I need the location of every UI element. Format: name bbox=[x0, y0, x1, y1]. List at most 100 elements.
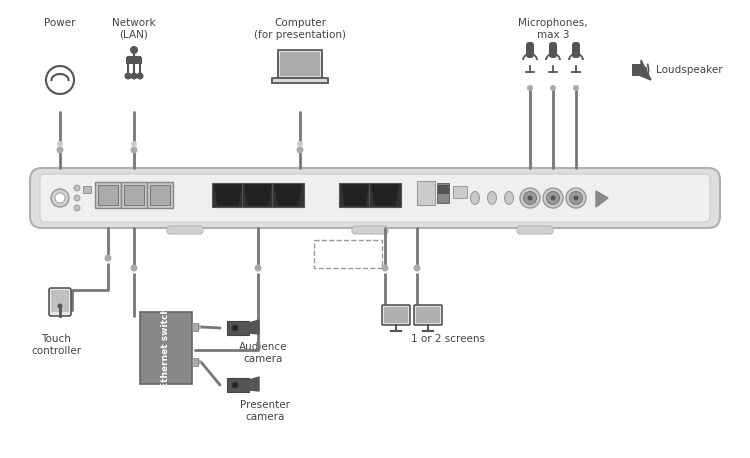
Circle shape bbox=[57, 141, 63, 147]
Bar bbox=[227, 378, 249, 392]
FancyBboxPatch shape bbox=[49, 288, 71, 316]
Bar bbox=[417, 181, 435, 205]
Polygon shape bbox=[372, 185, 398, 205]
Circle shape bbox=[51, 189, 69, 207]
Circle shape bbox=[382, 265, 388, 272]
Bar bbox=[51, 290, 69, 312]
Polygon shape bbox=[215, 185, 241, 205]
Text: Computer
(for presentation): Computer (for presentation) bbox=[254, 18, 346, 39]
Circle shape bbox=[130, 265, 137, 272]
FancyBboxPatch shape bbox=[352, 226, 388, 234]
Circle shape bbox=[550, 196, 556, 201]
Polygon shape bbox=[245, 185, 271, 205]
Bar bbox=[339, 183, 371, 207]
Bar bbox=[314, 240, 382, 268]
Bar bbox=[438, 185, 448, 193]
FancyBboxPatch shape bbox=[382, 305, 410, 325]
Polygon shape bbox=[641, 60, 651, 80]
Circle shape bbox=[233, 326, 237, 330]
Polygon shape bbox=[249, 377, 259, 391]
Circle shape bbox=[195, 324, 201, 330]
Circle shape bbox=[569, 191, 583, 205]
Bar bbox=[272, 183, 304, 207]
Text: Loudspeaker: Loudspeaker bbox=[656, 65, 723, 75]
Polygon shape bbox=[596, 191, 608, 207]
Text: Microphones,
max 3: Microphones, max 3 bbox=[518, 18, 588, 39]
FancyBboxPatch shape bbox=[167, 226, 203, 234]
Bar bbox=[83, 186, 91, 193]
Polygon shape bbox=[342, 185, 368, 205]
Text: Touch
controller: Touch controller bbox=[31, 334, 81, 355]
Bar bbox=[278, 50, 322, 78]
Bar bbox=[272, 78, 328, 83]
Bar bbox=[147, 182, 173, 208]
Circle shape bbox=[527, 85, 533, 91]
Circle shape bbox=[550, 85, 556, 91]
Circle shape bbox=[524, 191, 536, 205]
Text: Presenter
camera: Presenter camera bbox=[240, 400, 290, 422]
Circle shape bbox=[296, 147, 304, 153]
Bar bbox=[140, 312, 192, 384]
FancyBboxPatch shape bbox=[414, 305, 442, 325]
Circle shape bbox=[195, 359, 201, 365]
Bar bbox=[227, 321, 249, 335]
Circle shape bbox=[130, 46, 138, 54]
Text: Power: Power bbox=[44, 18, 76, 28]
Bar bbox=[124, 185, 144, 205]
Circle shape bbox=[74, 205, 80, 211]
FancyBboxPatch shape bbox=[30, 168, 720, 228]
Bar bbox=[192, 323, 198, 331]
Ellipse shape bbox=[505, 191, 514, 205]
Circle shape bbox=[131, 141, 137, 147]
Bar bbox=[384, 307, 408, 323]
Bar bbox=[192, 358, 198, 366]
Text: Network
(LAN): Network (LAN) bbox=[112, 18, 156, 39]
Bar bbox=[126, 57, 142, 64]
Bar bbox=[632, 64, 641, 76]
Polygon shape bbox=[249, 320, 259, 334]
Bar bbox=[95, 182, 121, 208]
Circle shape bbox=[56, 147, 64, 153]
Polygon shape bbox=[275, 185, 301, 205]
Circle shape bbox=[55, 193, 65, 203]
Circle shape bbox=[58, 304, 62, 309]
Circle shape bbox=[74, 185, 80, 191]
Bar bbox=[416, 307, 440, 323]
Circle shape bbox=[573, 85, 579, 91]
Circle shape bbox=[254, 265, 262, 272]
FancyBboxPatch shape bbox=[526, 42, 534, 58]
Ellipse shape bbox=[470, 191, 479, 205]
Circle shape bbox=[231, 381, 239, 389]
Bar bbox=[280, 52, 320, 76]
Circle shape bbox=[231, 324, 239, 332]
Bar bbox=[437, 183, 449, 203]
Text: 1 or 2 screens: 1 or 2 screens bbox=[411, 334, 485, 344]
FancyBboxPatch shape bbox=[572, 42, 580, 58]
Circle shape bbox=[527, 196, 532, 201]
Circle shape bbox=[547, 191, 560, 205]
Circle shape bbox=[566, 188, 586, 208]
Circle shape bbox=[136, 72, 143, 80]
Circle shape bbox=[130, 72, 137, 80]
Circle shape bbox=[413, 265, 421, 272]
Circle shape bbox=[233, 383, 237, 387]
Circle shape bbox=[574, 196, 578, 201]
Bar bbox=[150, 185, 170, 205]
Bar bbox=[212, 183, 244, 207]
Circle shape bbox=[130, 147, 137, 153]
Circle shape bbox=[520, 188, 540, 208]
Bar bbox=[453, 186, 467, 198]
Circle shape bbox=[104, 255, 112, 262]
Circle shape bbox=[124, 72, 131, 80]
Circle shape bbox=[297, 141, 303, 147]
Bar bbox=[242, 183, 274, 207]
Circle shape bbox=[74, 195, 80, 201]
Circle shape bbox=[543, 188, 563, 208]
Bar bbox=[121, 182, 147, 208]
FancyBboxPatch shape bbox=[517, 226, 553, 234]
Bar bbox=[369, 183, 401, 207]
FancyBboxPatch shape bbox=[549, 42, 557, 58]
Text: Ethernet switch: Ethernet switch bbox=[161, 308, 170, 388]
Ellipse shape bbox=[488, 191, 496, 205]
Bar bbox=[98, 185, 118, 205]
